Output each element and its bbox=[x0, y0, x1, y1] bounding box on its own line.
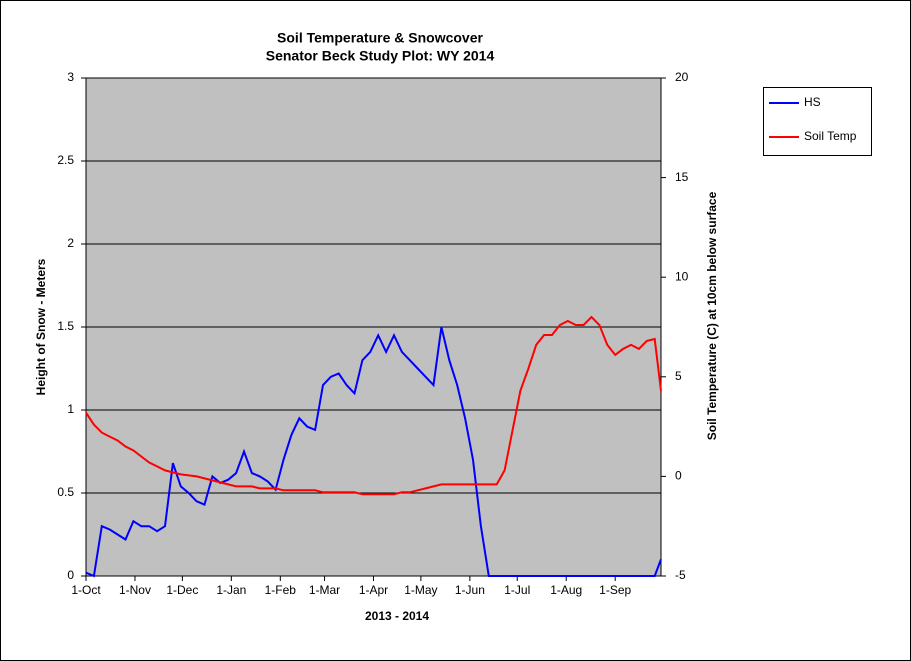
y2-tick-label: 0 bbox=[675, 469, 682, 483]
y-tick-label: 0 bbox=[67, 568, 74, 582]
y-tick-label: 0.5 bbox=[57, 485, 74, 499]
x-tick-label: 1-Mar bbox=[309, 583, 340, 597]
y2-tick-label: -5 bbox=[675, 568, 686, 582]
y-tick-label: 2 bbox=[67, 236, 74, 250]
x-tick-label: 1-Jun bbox=[455, 583, 485, 597]
x-tick-label: 1-Apr bbox=[359, 583, 388, 597]
chart-subtitle: Senator Beck Study Plot: WY 2014 bbox=[266, 48, 495, 64]
chart-title: Soil Temperature & Snowcover bbox=[277, 30, 483, 46]
series-line bbox=[85, 315, 662, 496]
y2-tick-label: 10 bbox=[675, 269, 689, 283]
x-axis-label: 2013 - 2014 bbox=[365, 609, 429, 623]
x-tick-label: 1-Dec bbox=[166, 583, 198, 597]
y2-tick-label: 20 bbox=[675, 70, 689, 84]
y-tick-label: 2.5 bbox=[57, 153, 74, 167]
legend-label: HS bbox=[804, 95, 821, 109]
legend-box bbox=[763, 87, 872, 156]
x-tick-label: 1-Jul bbox=[504, 583, 530, 597]
y2-tick-label: 15 bbox=[675, 170, 689, 184]
x-tick-label: 1-Sep bbox=[599, 583, 631, 597]
y-tick-label: 1.5 bbox=[57, 319, 74, 333]
x-tick-label: 1-Aug bbox=[550, 583, 582, 597]
x-tick-label: 1-Jan bbox=[216, 583, 246, 597]
y-tick-label: 3 bbox=[67, 70, 74, 84]
x-tick-label: 1-Oct bbox=[71, 583, 101, 597]
y-axis-label: Height of Snow - Meters bbox=[34, 258, 48, 395]
series-line bbox=[85, 326, 662, 578]
legend-label: Soil Temp bbox=[804, 129, 857, 143]
x-tick-label: 1-May bbox=[404, 583, 437, 597]
y-tick-label: 1 bbox=[67, 402, 74, 416]
x-tick-label: 1-Nov bbox=[119, 583, 151, 597]
y2-axis-label: Soil Temperature (C) at 10cm below surfa… bbox=[705, 191, 719, 440]
x-tick-label: 1-Feb bbox=[265, 583, 297, 597]
y2-tick-label: 5 bbox=[675, 369, 682, 383]
